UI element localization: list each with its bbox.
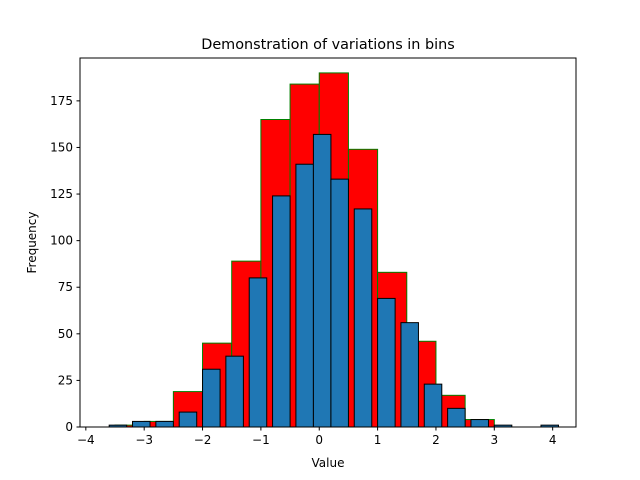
blue-bar-3 [178, 411, 198, 428]
x-axis-label: Value [312, 456, 345, 470]
y-tick-label: 150 [50, 140, 73, 154]
chart-title: Demonstration of variations in bins [201, 37, 455, 53]
x-tick-label: 1 [374, 433, 382, 447]
blue-bar-12 [377, 297, 396, 428]
x-tick-label: −2 [194, 433, 212, 447]
x-tick-label: 4 [549, 433, 557, 447]
blue-bar-6 [248, 277, 268, 428]
y-axis: 0 25 50 75 100 125 150 175 [50, 94, 80, 434]
y-tick-label: 75 [58, 280, 73, 294]
blue-bar-8 [295, 163, 314, 428]
blue-bar-4 [202, 368, 221, 428]
blue-bar-7 [272, 195, 291, 428]
x-tick-label: 3 [490, 433, 498, 447]
blue-bar-5 [225, 355, 244, 428]
blue-bar-2 [155, 420, 174, 428]
blue-bar-11 [353, 208, 373, 428]
y-tick-label: 25 [58, 373, 73, 387]
y-axis-label: Frequency [25, 212, 39, 274]
blue-bar-10 [330, 178, 349, 428]
blue-bar-14 [423, 383, 443, 428]
x-tick-label: 0 [315, 433, 323, 447]
y-tick-label: 0 [65, 420, 73, 434]
blue-bar-15 [447, 407, 466, 428]
blue-bar-9 [312, 133, 332, 428]
y-tick-label: 100 [50, 234, 73, 248]
blue-bar-1 [132, 420, 151, 428]
bars-layer [108, 72, 559, 428]
plot-area-frame [79, 57, 577, 428]
x-tick-label: −4 [77, 433, 95, 447]
blue-bar-13 [400, 322, 419, 428]
x-tick-label: −1 [252, 433, 270, 447]
x-axis: −4 −3 −2 −1 0 1 2 3 4 [77, 427, 556, 447]
y-tick-label: 175 [50, 94, 73, 108]
y-tick-label: 50 [58, 327, 73, 341]
x-tick-label: 2 [432, 433, 440, 447]
y-tick-label: 125 [50, 187, 73, 201]
x-tick-label: −3 [135, 433, 153, 447]
blue-bar-16 [470, 419, 489, 428]
